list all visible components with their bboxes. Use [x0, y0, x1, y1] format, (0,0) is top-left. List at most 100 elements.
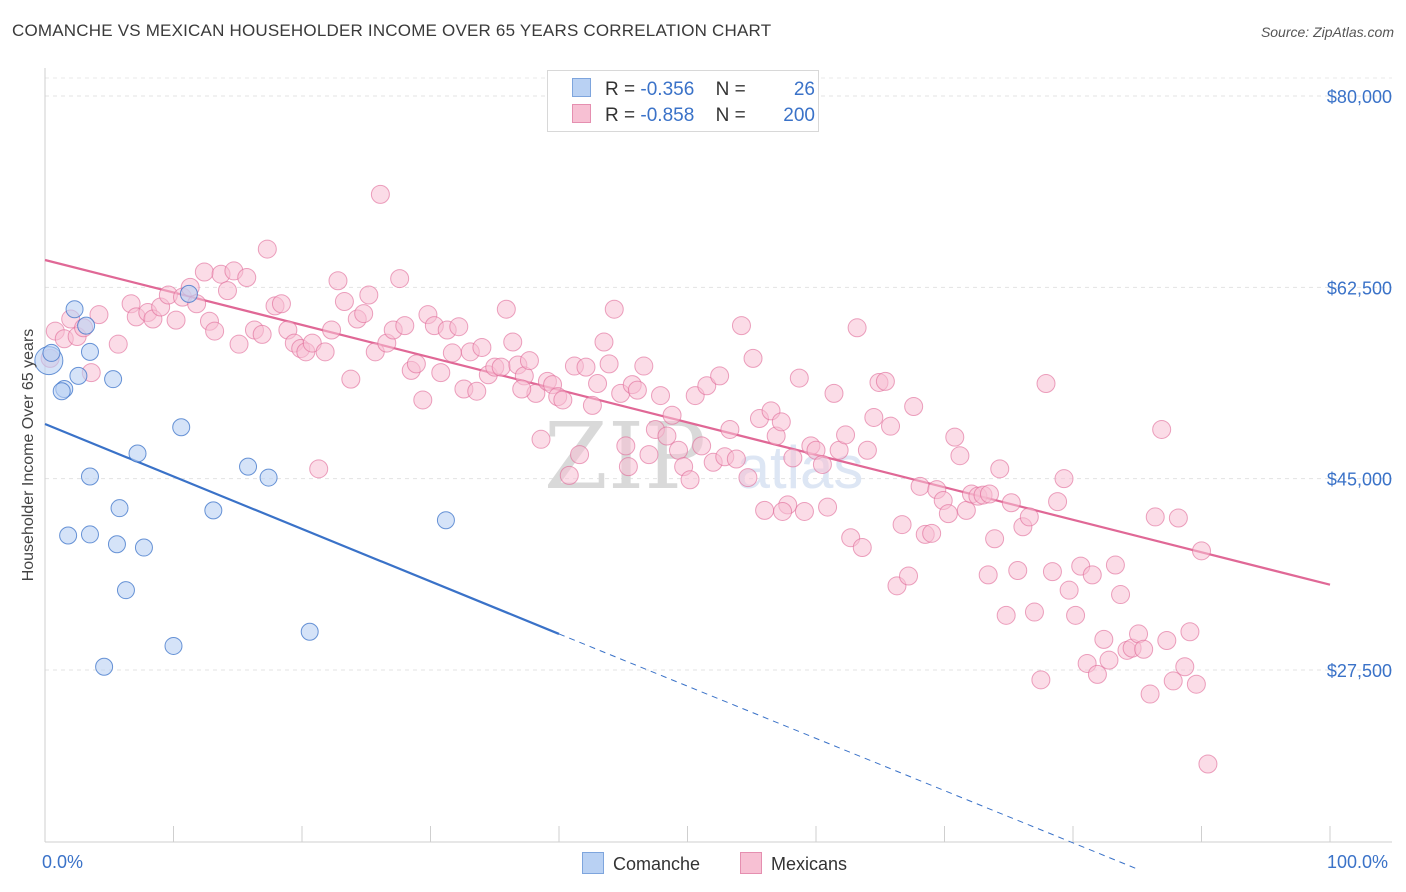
- mexicans-point: [726, 449, 746, 469]
- comanche-point: [52, 382, 71, 401]
- comanche-legend-swatch: [582, 852, 604, 874]
- x-tick-min: 0.0%: [42, 852, 84, 872]
- mexicans-point: [390, 269, 410, 289]
- mexicans-point: [588, 374, 608, 394]
- mexicans-point: [1134, 639, 1154, 659]
- mexicans-point: [950, 446, 970, 466]
- mexicans-point: [406, 354, 426, 374]
- comanche-point: [128, 444, 147, 463]
- mexicans-point: [771, 412, 791, 432]
- legend-row-mexicans: R = -0.858 N = 200: [572, 104, 815, 126]
- mexicans-point: [370, 184, 390, 204]
- mexicans-point: [194, 262, 214, 282]
- mexicans-point: [789, 368, 809, 388]
- mexicans-legend-label: Mexicans: [771, 854, 848, 874]
- mexicans-point: [315, 342, 335, 362]
- comanche-point: [42, 343, 61, 362]
- comanche-point: [95, 657, 114, 676]
- mexicans-point: [692, 436, 712, 456]
- mexicans-point: [89, 305, 109, 325]
- comanche-point: [65, 300, 84, 319]
- comanche-point: [69, 366, 88, 385]
- x-tick-max: 100.0%: [1327, 852, 1389, 872]
- mexicans-point: [594, 332, 614, 352]
- comanche-point: [80, 525, 99, 544]
- mexicans-point: [503, 332, 523, 352]
- n-label: N =: [715, 79, 746, 100]
- comanche-point: [134, 538, 153, 557]
- mexicans-point: [639, 445, 659, 465]
- comanche-points: [34, 284, 455, 676]
- mexicans-point: [662, 405, 682, 425]
- mexicans-point: [657, 426, 677, 446]
- mexicans-point: [1145, 507, 1165, 527]
- mexicans-point: [309, 459, 329, 479]
- mexicans-point: [559, 465, 579, 485]
- mexicans-point: [582, 395, 602, 415]
- mexicans-point: [1140, 684, 1160, 704]
- mexicans-point: [852, 538, 872, 558]
- mexicans-point: [553, 390, 573, 410]
- mexicans-point: [472, 337, 492, 357]
- mexicans-point: [217, 281, 237, 301]
- mexicans-point: [892, 515, 912, 535]
- mexicans-point: [710, 366, 730, 386]
- mexicans-point: [467, 381, 487, 401]
- mexicans-point: [531, 429, 551, 449]
- mexicans-point: [1019, 507, 1039, 527]
- mexicans-point: [978, 565, 998, 585]
- mexicans-point: [1042, 562, 1062, 582]
- mexicans-point: [1066, 605, 1086, 625]
- comanche-swatch: [572, 78, 591, 97]
- mexicans-point: [616, 436, 636, 456]
- mexicans-point: [237, 267, 257, 287]
- mexicans-point: [271, 294, 291, 314]
- mexicans-point: [755, 500, 775, 520]
- axes: [44, 68, 1392, 843]
- mexicans-point: [979, 484, 999, 504]
- mexicans-point: [252, 324, 272, 344]
- mexicans-trend-line: [44, 258, 1331, 586]
- mexicans-point: [743, 348, 763, 368]
- mexicans-point: [1082, 565, 1102, 585]
- comanche-point: [204, 501, 223, 520]
- mexicans-point: [431, 363, 451, 383]
- mexicans-point: [904, 397, 924, 417]
- mexicans-point: [108, 334, 128, 354]
- mexicans-point: [818, 497, 838, 517]
- mexicans-point: [824, 383, 844, 403]
- mexicans-point: [322, 320, 342, 340]
- mexicans-point: [864, 407, 884, 427]
- chart-title: COMANCHE VS MEXICAN HOUSEHOLDER INCOME O…: [12, 21, 772, 40]
- comanche-point: [239, 457, 258, 476]
- mexicans-point: [1059, 580, 1079, 600]
- y-axis-label: Householder Income Over 65 years: [20, 328, 37, 582]
- mexicans-n: 200: [783, 105, 815, 126]
- mexicans-point: [1175, 657, 1195, 677]
- mexicans-point: [812, 454, 832, 474]
- comanche-trend-extension: [558, 633, 1138, 870]
- mexicans-point: [651, 386, 671, 406]
- mexicans-legend-swatch: [740, 852, 762, 874]
- mexicans-point: [1094, 629, 1114, 649]
- y-tick-label: $80,000: [1327, 87, 1392, 107]
- mexicans-point: [1087, 664, 1107, 684]
- mexicans-point: [618, 457, 638, 477]
- mexicans-point: [257, 239, 277, 259]
- source-label: Source: ZipAtlas.com: [1260, 24, 1394, 40]
- mexicans-point: [945, 427, 965, 447]
- mexicans-point: [334, 292, 354, 312]
- mexicans-point: [627, 380, 647, 400]
- mexicans-point: [1157, 630, 1177, 650]
- mexicans-point: [836, 425, 856, 445]
- mexicans-point: [341, 369, 361, 389]
- mexicans-point: [229, 334, 249, 354]
- comanche-point: [436, 511, 455, 530]
- mexicans-point: [1180, 622, 1200, 642]
- mexicans-point: [910, 476, 930, 496]
- mexicans-point: [669, 440, 689, 460]
- mexicans-point: [1048, 492, 1068, 512]
- mexicans-point: [1198, 754, 1218, 774]
- mexicans-point: [413, 390, 433, 410]
- mexicans-point: [680, 470, 700, 490]
